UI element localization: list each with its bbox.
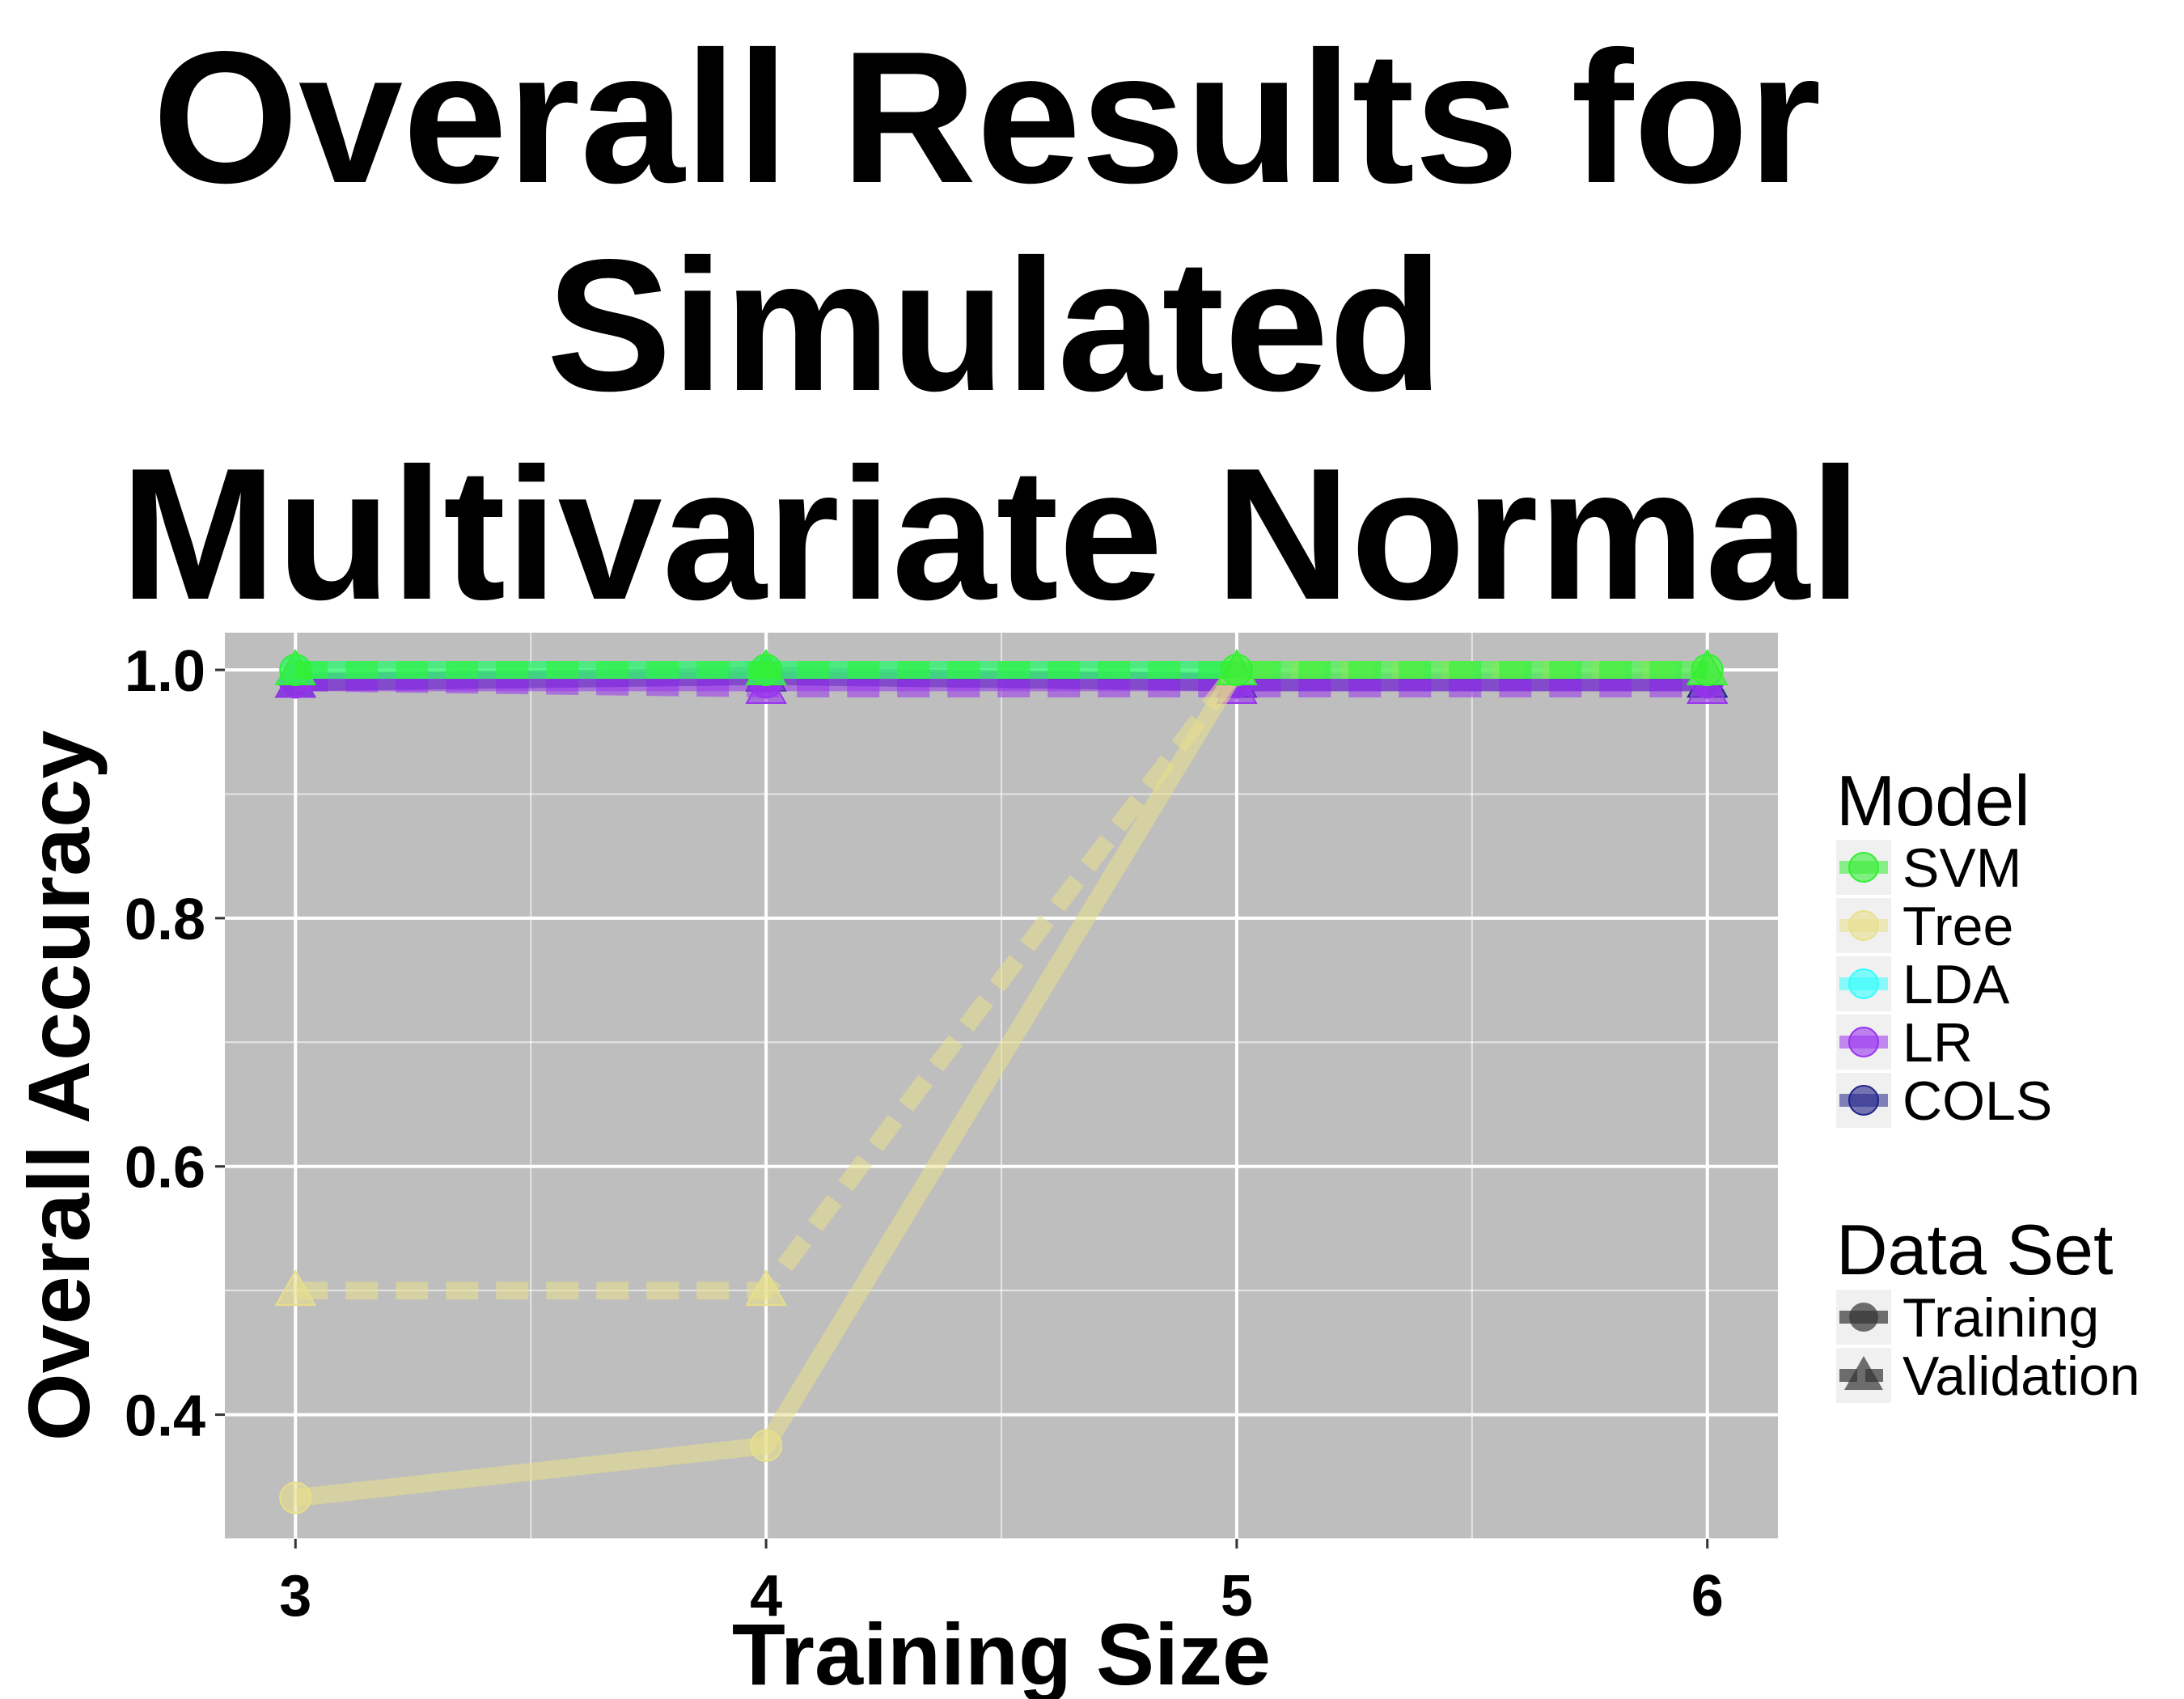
series-point-tree-validation xyxy=(274,1269,316,1307)
legend-key-triangle xyxy=(1844,1356,1883,1390)
legend-model-label-lda: LDA xyxy=(1903,954,2010,1015)
legend-dataset-label-validation: Validation xyxy=(1903,1345,2140,1407)
x-tick-label: 5 xyxy=(1221,1564,1253,1629)
y-axis-ticks: 0.4 0.6 0.8 1.0 xyxy=(125,639,225,1449)
legend-model-title: Model xyxy=(1836,761,2030,841)
legend-dataset-title: Data Set xyxy=(1836,1210,2113,1290)
legend-model-label-tree: Tree xyxy=(1903,896,2013,957)
series-point-tree-training xyxy=(279,1481,312,1515)
series-point-lr-validation xyxy=(745,667,787,705)
series-point-svm-validation xyxy=(1216,649,1258,686)
legend-key-point xyxy=(1848,968,1879,999)
x-axis-label: Training Size xyxy=(732,1605,1271,1699)
legend-model-label-svm: SVM xyxy=(1903,837,2021,899)
legend-dataset-label-training: Training xyxy=(1903,1287,2099,1349)
x-tick-label: 6 xyxy=(1691,1564,1724,1629)
series-point-lr-validation xyxy=(1687,667,1729,705)
chart-title-line-3: Multivariate Normal xyxy=(120,430,1861,639)
series-point-svm-validation xyxy=(274,649,316,686)
series-layer xyxy=(274,649,1729,1515)
series-point-tree-validation xyxy=(745,1269,787,1307)
legend-model-label-lr: LR xyxy=(1903,1012,1973,1074)
series-point-svm-validation xyxy=(1687,649,1729,686)
x-axis-ticks: 3 4 5 6 xyxy=(279,1539,1724,1629)
legend-key-point xyxy=(1848,1085,1879,1116)
series-point-svm-validation xyxy=(745,649,787,686)
legend-model-label-cols: COLS xyxy=(1903,1070,2052,1132)
y-tick-label: 0.6 xyxy=(125,1136,205,1201)
legend-key-point xyxy=(1848,910,1879,941)
chart-title-line-2: Simulated xyxy=(547,221,1444,430)
series-line-lr-validation xyxy=(295,673,1708,698)
y-axis-label: Overall Accuracy xyxy=(10,731,108,1442)
series-point-tree-training xyxy=(750,1429,783,1462)
y-tick-label: 0.4 xyxy=(125,1384,205,1449)
legend-key-circle xyxy=(1849,1303,1878,1332)
chart-title-line-1: Overall Results for xyxy=(153,13,1822,222)
x-tick-label: 3 xyxy=(279,1564,311,1629)
legend-key-point xyxy=(1848,1027,1879,1057)
y-tick-label: 1.0 xyxy=(125,639,205,704)
legend-key-point xyxy=(1848,852,1879,883)
x-tick-label: 4 xyxy=(750,1564,782,1629)
chart-title: Overall Results for Simulated Multivaria… xyxy=(120,13,1861,639)
y-tick-label: 0.8 xyxy=(125,888,205,952)
